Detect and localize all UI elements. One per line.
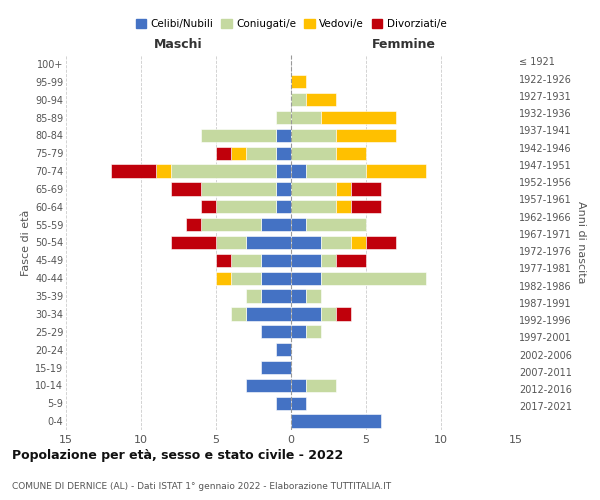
Bar (321, 254, 336, 267)
Bar (351, 236, 366, 249)
Bar (246, 378, 291, 392)
Bar (336, 254, 366, 267)
Bar (261, 218, 291, 232)
Bar (216, 200, 276, 213)
Bar (111, 164, 156, 178)
Bar (321, 307, 336, 320)
Bar (156, 164, 171, 178)
Bar (171, 164, 276, 178)
Y-axis label: Fasce di età: Fasce di età (20, 210, 31, 276)
Text: Femmine: Femmine (371, 38, 436, 52)
Bar (336, 146, 366, 160)
Bar (201, 128, 276, 142)
Bar (291, 290, 306, 303)
Text: Maschi: Maschi (154, 38, 203, 52)
Bar (306, 164, 366, 178)
Text: COMUNE DI DERNICE (AL) - Dati ISTAT 1° gennaio 2022 - Elaborazione TUTTITALIA.IT: COMUNE DI DERNICE (AL) - Dati ISTAT 1° g… (12, 482, 391, 491)
Bar (276, 164, 291, 178)
Bar (366, 164, 426, 178)
Bar (306, 325, 321, 338)
Bar (291, 307, 321, 320)
Bar (306, 93, 336, 106)
Bar (291, 146, 336, 160)
Bar (261, 254, 291, 267)
Bar (306, 290, 321, 303)
Bar (201, 200, 216, 213)
Bar (291, 396, 306, 410)
Bar (306, 218, 366, 232)
Bar (261, 361, 291, 374)
Bar (321, 111, 396, 124)
Bar (171, 236, 216, 249)
Bar (291, 272, 321, 285)
Bar (201, 218, 261, 232)
Bar (321, 272, 426, 285)
Bar (276, 182, 291, 196)
Bar (261, 325, 291, 338)
Bar (291, 218, 306, 232)
Bar (336, 182, 351, 196)
Bar (291, 236, 321, 249)
Bar (231, 254, 261, 267)
Bar (216, 146, 231, 160)
Bar (246, 290, 261, 303)
Bar (276, 146, 291, 160)
Bar (306, 378, 336, 392)
Bar (201, 182, 276, 196)
Bar (231, 272, 261, 285)
Bar (366, 236, 396, 249)
Bar (336, 200, 351, 213)
Bar (231, 146, 246, 160)
Y-axis label: Anni di nascita: Anni di nascita (575, 201, 586, 284)
Bar (276, 128, 291, 142)
Legend: Celibi/Nubili, Coniugati/e, Vedovi/e, Divorziati/e: Celibi/Nubili, Coniugati/e, Vedovi/e, Di… (136, 19, 446, 29)
Bar (291, 75, 306, 88)
Bar (336, 128, 396, 142)
Bar (216, 236, 246, 249)
Bar (336, 307, 351, 320)
Bar (261, 272, 291, 285)
Bar (351, 182, 381, 196)
Bar (186, 218, 201, 232)
Bar (216, 254, 231, 267)
Bar (321, 236, 351, 249)
Bar (261, 290, 291, 303)
Bar (291, 93, 306, 106)
Bar (216, 272, 231, 285)
Bar (291, 164, 306, 178)
Bar (291, 128, 336, 142)
Bar (246, 146, 276, 160)
Bar (276, 200, 291, 213)
Bar (171, 182, 201, 196)
Bar (291, 111, 321, 124)
Bar (291, 200, 336, 213)
Bar (231, 307, 246, 320)
Bar (291, 254, 321, 267)
Bar (246, 236, 291, 249)
Bar (291, 325, 306, 338)
Bar (351, 200, 381, 213)
Text: Popolazione per età, sesso e stato civile - 2022: Popolazione per età, sesso e stato civil… (12, 450, 343, 462)
Bar (291, 182, 336, 196)
Bar (276, 396, 291, 410)
Bar (246, 307, 291, 320)
Bar (291, 378, 306, 392)
Bar (276, 343, 291, 356)
Bar (291, 414, 381, 428)
Bar (276, 111, 291, 124)
